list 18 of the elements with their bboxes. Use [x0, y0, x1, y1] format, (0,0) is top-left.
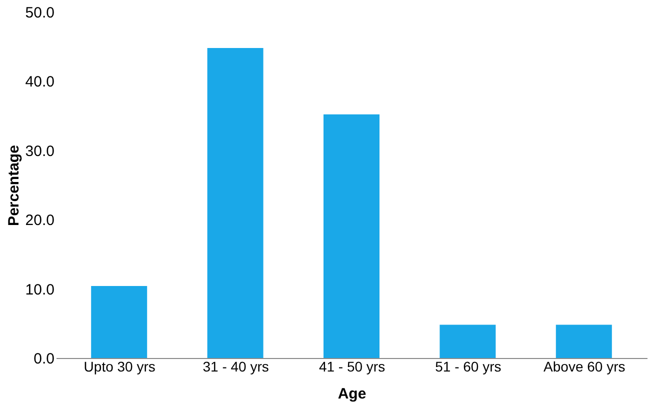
- bar: [440, 324, 496, 358]
- bar: [207, 48, 264, 358]
- x-axis-title: Age: [338, 386, 366, 402]
- y-tick-label: 20.0: [25, 212, 54, 230]
- bar: [91, 286, 148, 358]
- y-tick-label: 0.0: [34, 350, 54, 368]
- y-tick-label: 40.0: [25, 74, 54, 91]
- y-axis-title: Percentage: [5, 145, 22, 226]
- x-tick-label: 31 - 40 yrs: [202, 358, 269, 374]
- bar: [556, 324, 612, 358]
- x-tick-label: 51 - 60 yrs: [435, 358, 502, 374]
- bar: [324, 114, 380, 358]
- y-tick-label: 50.0: [25, 4, 54, 22]
- y-tick-label: 10.0: [25, 281, 54, 298]
- x-tick-label: Above 60 yrs: [544, 358, 626, 374]
- x-tick-label: 41 - 50 yrs: [318, 358, 386, 374]
- x-tick-label: Upto 30 yrs: [84, 358, 156, 374]
- y-tick-label: 30.0: [25, 142, 54, 160]
